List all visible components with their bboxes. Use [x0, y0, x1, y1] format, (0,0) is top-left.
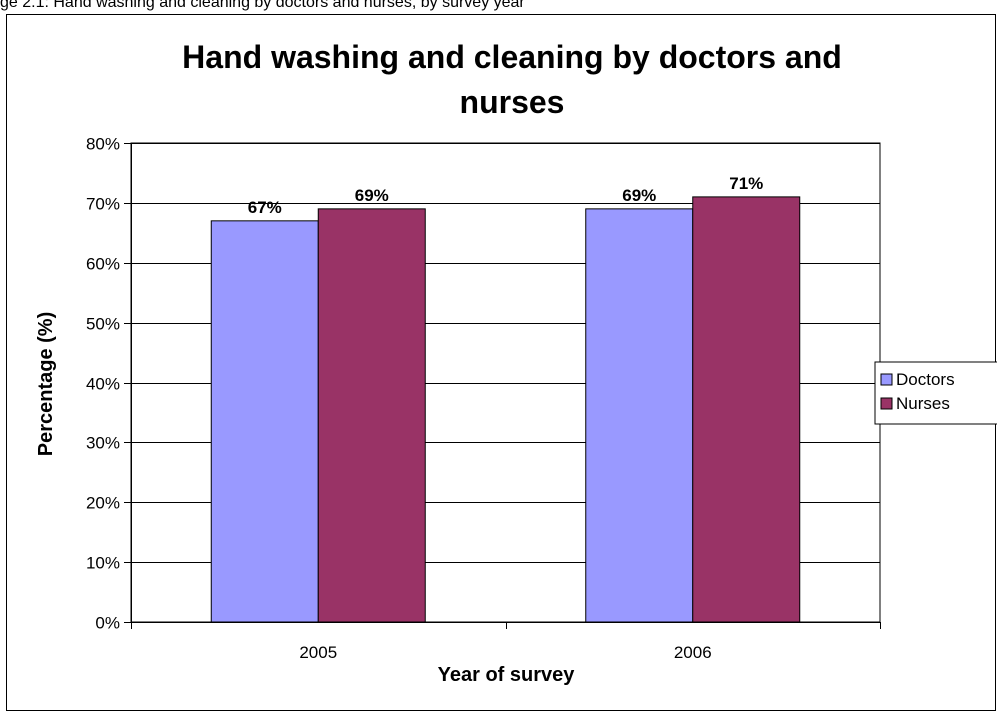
y-tick-label: 10%	[86, 554, 120, 573]
x-tick-label: 2005	[299, 643, 337, 662]
chart-title-line-2: nurses	[460, 84, 565, 120]
legend-label: Nurses	[896, 394, 950, 413]
legend-swatch-nurses	[880, 397, 893, 410]
bar-nurses-2005	[317, 208, 426, 623]
y-axis-title: Percentage (%)	[35, 312, 57, 457]
bar-nurses-2006	[692, 196, 801, 623]
legend-box	[874, 361, 997, 425]
y-tick-label: 40%	[86, 375, 120, 394]
figure-caption: ge 2.1: Hand washing and cleaning by doc…	[0, 0, 525, 11]
chart-title-line-1: Hand washing and cleaning by doctors and	[182, 39, 842, 75]
y-tick-label: 30%	[86, 434, 120, 453]
y-tick-label: 20%	[86, 494, 120, 513]
x-tick-label: 2006	[674, 643, 712, 662]
axes: 0% 10% 20% 30% 40% 50% 60% 70% 80% 2005 2006	[86, 135, 881, 662]
data-label: 71%	[729, 174, 763, 193]
y-tick-label: 50%	[86, 315, 120, 334]
bar-doctors-2005	[210, 220, 319, 623]
legend: Doctors Nurses	[874, 361, 997, 425]
y-tick-label: 70%	[86, 195, 120, 214]
y-tick-label: 60%	[86, 255, 120, 274]
y-tick-label: 80%	[86, 135, 120, 154]
data-label: 69%	[355, 186, 389, 205]
y-tick-label: 0%	[95, 614, 120, 633]
legend-label: Doctors	[896, 370, 955, 389]
bars: 67% 69% 69% 71%	[210, 174, 801, 623]
data-label: 69%	[622, 186, 656, 205]
bar-doctors-2006	[585, 208, 694, 623]
legend-swatch-doctors	[880, 373, 893, 386]
data-label: 67%	[248, 198, 282, 217]
x-axis-title: Year of survey	[438, 664, 576, 686]
